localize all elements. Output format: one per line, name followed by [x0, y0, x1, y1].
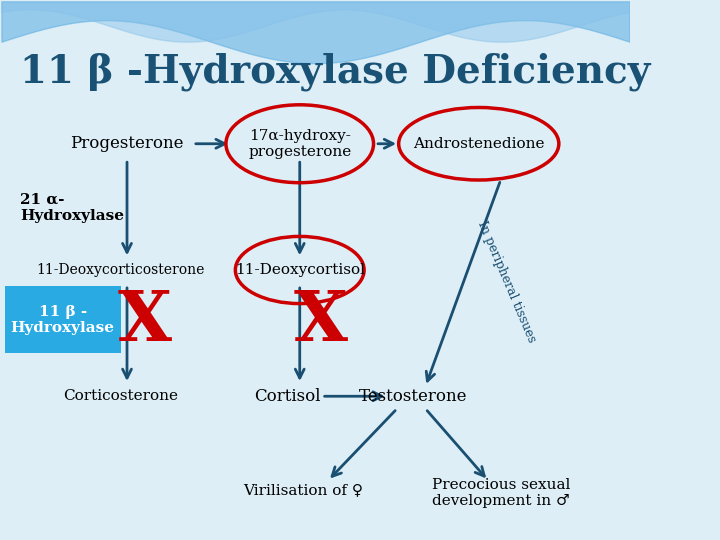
Text: 11 β -
Hydroxylase: 11 β - Hydroxylase — [11, 305, 114, 335]
Text: 11-Deoxycortisol: 11-Deoxycortisol — [235, 263, 365, 277]
Text: Precocious sexual
development in ♂: Precocious sexual development in ♂ — [431, 478, 570, 508]
Text: Testosterone: Testosterone — [359, 388, 467, 405]
Text: 11 β -Hydroxylase Deficiency: 11 β -Hydroxylase Deficiency — [20, 52, 651, 91]
Text: Progesterone: Progesterone — [71, 135, 184, 152]
FancyBboxPatch shape — [4, 286, 121, 353]
Text: Androstenedione: Androstenedione — [413, 137, 544, 151]
Text: X: X — [294, 287, 348, 355]
Text: Cortisol: Cortisol — [254, 388, 320, 405]
Text: 21 α-
Hydroxylase: 21 α- Hydroxylase — [20, 193, 125, 224]
Text: Corticosterone: Corticosterone — [63, 389, 179, 403]
Text: Virilisation of ♀: Virilisation of ♀ — [243, 483, 363, 497]
Text: X: X — [117, 287, 171, 355]
Text: 17α-hydroxy-
progesterone: 17α-hydroxy- progesterone — [248, 129, 351, 159]
Text: In peripheral tissues: In peripheral tissues — [475, 219, 539, 345]
Text: 11-Deoxycorticosterone: 11-Deoxycorticosterone — [37, 263, 205, 277]
